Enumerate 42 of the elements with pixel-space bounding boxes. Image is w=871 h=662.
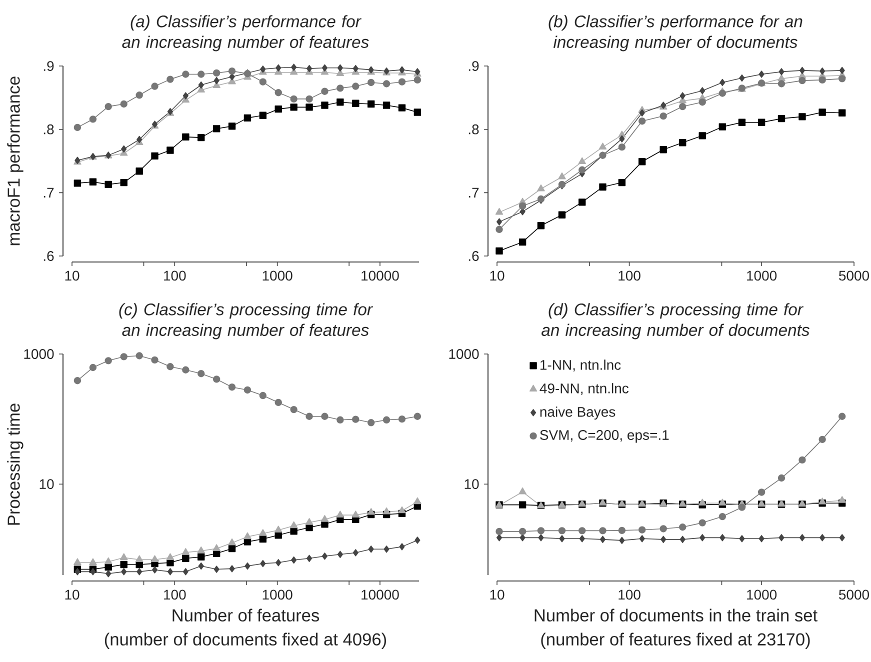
y-tick-label: .9 [468,61,479,71]
y-tick-label: 10 [464,479,479,490]
x-tick-label: 1000 [747,270,777,281]
legend-label: 49-NN, ntn.lnc [540,383,629,396]
y-tick-label: .7 [44,188,54,198]
legend-label: SVM, C=200, eps=.1 [540,430,669,443]
x-tick-label: 10 [490,590,504,600]
x-tick-label: 10 [65,270,80,281]
x-tick-label: 10000 [362,270,399,281]
x-tick-label: 1000 [747,590,777,600]
legend-label: naive Bayes [540,406,616,420]
chart-title: (d) Classifier’s processing time for an increasing number of documents [542,303,810,340]
x-axis-title: Number of documents in the train set [534,608,818,622]
x-tick-label: 1000 [262,270,292,281]
y-tick-label: .6 [44,251,54,261]
chart-title: (c) Classifier’s processing time for an increasing number of features [119,303,374,340]
x-tick-label: 10 [65,590,80,600]
x-tick-label: 10000 [362,590,399,600]
y-tick-label: 10 [40,479,54,490]
x-tick-label: 100 [164,590,186,600]
y-tick-label: .8 [468,124,479,134]
y-tick-label: .7 [468,188,479,198]
chart-title: (b) Classifier’s performance for an increasing number of documents [548,15,802,52]
x-tick-label: 5000 [839,270,870,281]
y-tick-label: .8 [44,124,54,134]
x-tick-label: 10 [490,270,504,281]
y-tick-label: .9 [44,61,54,71]
x-tick-label: 100 [164,270,186,281]
x-tick-label: 5000 [839,590,870,600]
y-tick-label: 1000 [24,349,54,359]
chart-title: (a) Classifier’s performance for an increasing number of features [122,15,369,52]
text: (number of features fixed at 23170) [541,632,810,649]
y-tick-label: 1000 [449,349,479,359]
y-tick-label: .6 [468,251,479,261]
x-tick-label: 100 [618,590,640,600]
legend-label: 1-NN, ntn.lnc [540,360,621,372]
y-axis-title: Processing time [7,404,24,525]
x-tick-label: 100 [618,270,640,281]
y-axis-title: macroF1 performance [7,76,24,246]
x-axis-title: Number of features [172,608,320,622]
text: (number of documents fixed at 4096) [104,632,386,649]
x-tick-label: 1000 [262,590,292,600]
